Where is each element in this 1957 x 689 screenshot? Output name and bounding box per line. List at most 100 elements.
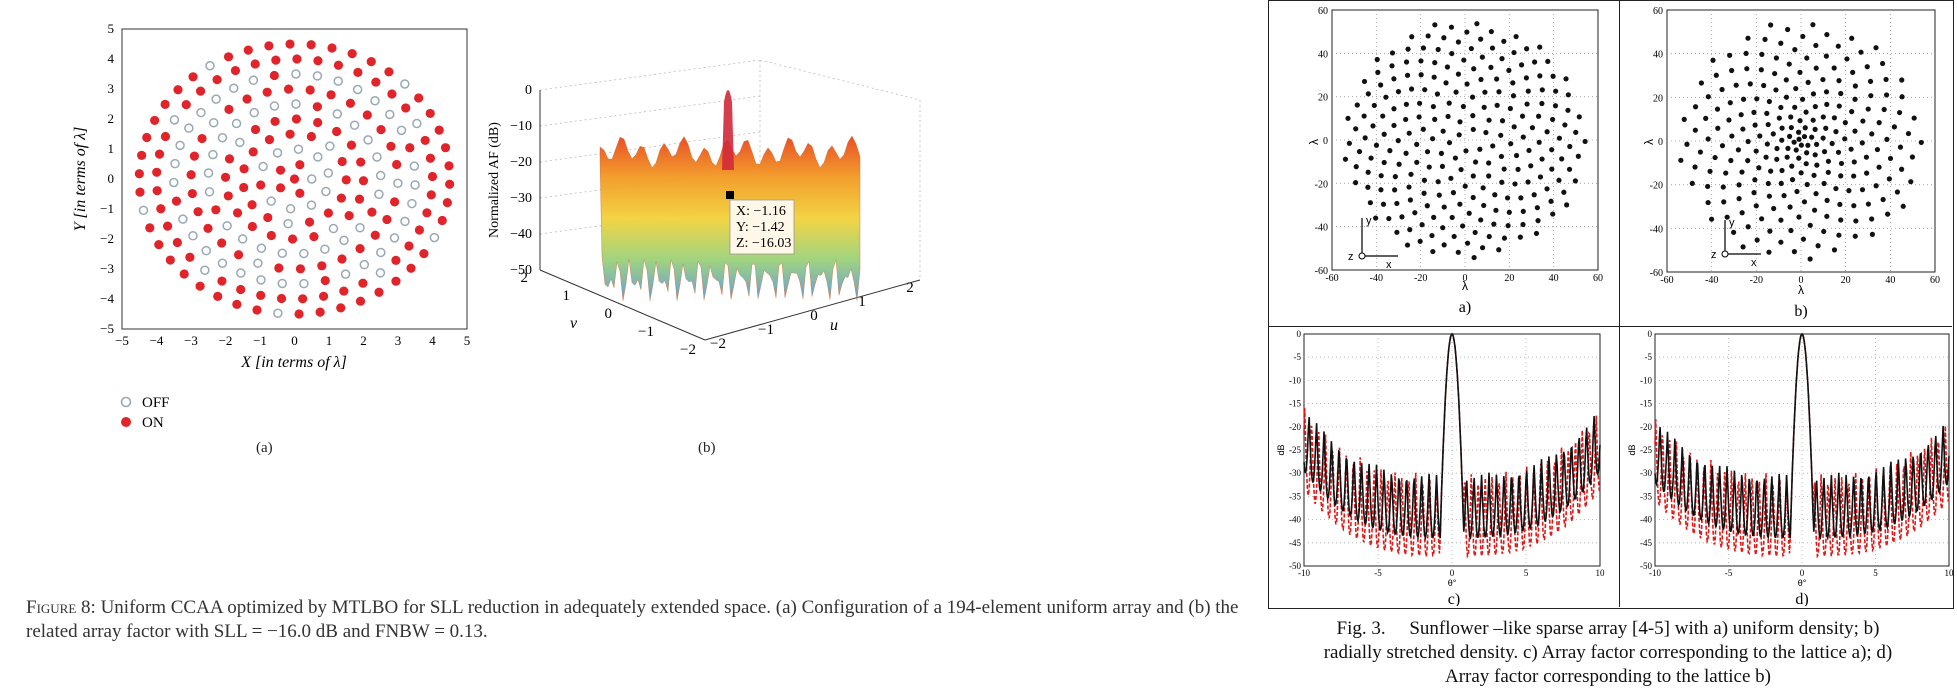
array-element-dot [1754,237,1760,243]
off-element [306,200,317,210]
legend-off-label: OFF [142,395,170,411]
on-element [134,169,144,179]
array-element-dot [1549,116,1556,123]
array-element-dot [1537,174,1544,180]
array-element-dot [1824,197,1830,203]
array-element-dot [1582,138,1588,145]
array-element-dot [1909,154,1916,160]
array-element-dot [1864,64,1870,70]
sublabel-d: d) [1795,591,1808,606]
array-element-dot [1436,192,1442,198]
array-element-dot [1804,181,1810,188]
on-element [270,116,280,127]
array-element-dot [1705,183,1711,190]
array-element-dot [1480,185,1486,191]
sunflower-b-xlabel: λ [1798,283,1804,297]
array-element-dot [1753,203,1759,209]
array-element-dot [1380,113,1386,119]
on-element [306,131,317,142]
array-element-dot [1506,209,1512,215]
array-element-dot [1375,69,1381,75]
on-element [371,77,381,87]
y-tick-label: -45 [1289,538,1301,548]
on-element [263,212,273,223]
y-tick-label: -20 [1650,181,1663,192]
x-tick-label: 5 [1873,568,1878,578]
array-element-dot [1460,103,1467,110]
off-element [203,168,214,178]
array-element-dot [1735,147,1741,153]
on-element [232,208,243,218]
array-element-dot [1518,195,1524,201]
array-element-dot [1884,136,1890,142]
off-element [266,196,276,206]
off-element [217,258,228,268]
on-element [382,214,392,225]
axis-z-glyph: z [1711,249,1717,261]
panel-a-sublabel: (a) [256,440,273,456]
array-element-dot [1849,35,1855,41]
sunflower-a-ylabel: λ [1307,139,1321,145]
off-element [211,94,221,104]
on-element [156,204,166,214]
array-element-dot [1837,201,1843,208]
on-element [154,149,165,159]
array-element-dot [1421,190,1427,196]
on-element [224,104,234,114]
array-element-dot [1812,126,1818,132]
off-element [196,107,206,118]
array-element-dot [1365,91,1371,97]
array-element-dot [1810,91,1817,97]
array-element-dot [1483,129,1489,136]
off-element [349,120,360,130]
off-element [409,161,420,171]
y-tick-label: 20 [1318,93,1328,104]
array-element-dot [1720,184,1726,190]
array-element-dot [1788,124,1794,131]
x-tick-label: -40 [1705,275,1718,286]
array-element-dot [1498,153,1505,160]
array-element-dot [1468,45,1474,52]
on-element [232,299,242,309]
x-tick-label: −3 [184,333,198,348]
array-element-dot [1723,170,1729,176]
array-element-dot [1499,179,1505,185]
array-element-dot [1381,131,1387,137]
on-element [392,159,402,170]
array-element-dot [1466,210,1472,216]
on-element [362,110,372,120]
on-element [327,43,337,53]
array-element-dot [1576,114,1582,120]
on-element [367,207,377,217]
array-element-dot [1511,49,1517,56]
y-tick-label: -50 [1289,561,1301,571]
off-element [323,168,334,178]
array-element-dot [1418,72,1424,78]
off-element [208,117,219,128]
array-element-dot [1731,229,1737,235]
array-element-dot [1836,103,1842,109]
off-element [359,259,370,270]
array-element-dot [1420,45,1427,51]
array-element-dot [1852,83,1858,89]
array-element-dot [1824,213,1830,219]
array-element-dot [1371,102,1377,109]
array-element-dot [1860,118,1866,124]
off-element [299,278,309,289]
array-element-dot [1441,242,1447,248]
array-element-dot [1852,96,1858,102]
on-element [339,286,349,296]
off-element [204,187,215,197]
off-element [410,180,420,190]
array-element-dot [1417,100,1423,106]
array-element-dot [1863,154,1870,160]
y-tick-label: 0 [1658,137,1663,148]
array-element-dot [1770,131,1776,137]
on-element [295,188,305,198]
array-element-dot [1705,94,1711,100]
array-element-dot [1403,150,1409,156]
array-element-dot [1550,73,1556,79]
array-element-dot [1807,222,1813,228]
array-element-dot [1499,118,1506,124]
array-element-dot [1396,161,1402,167]
